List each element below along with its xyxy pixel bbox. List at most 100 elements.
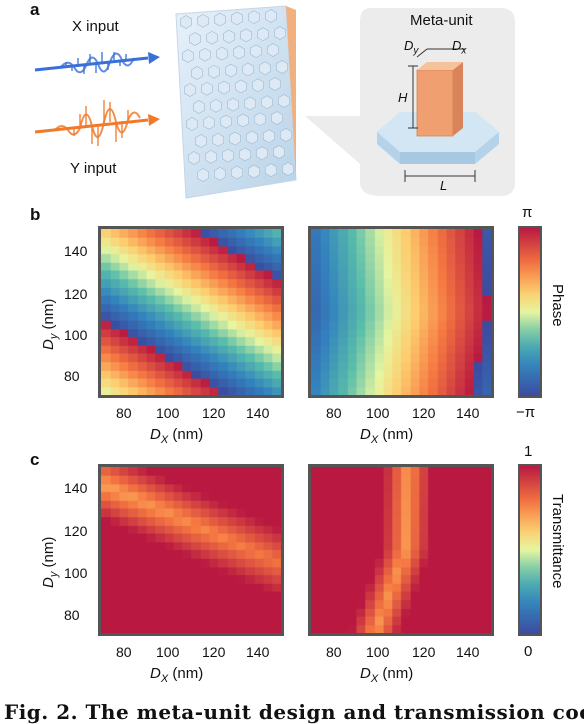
b1-xtick-140: 140 (246, 405, 270, 421)
meta-unit-cell (214, 166, 226, 181)
y-input-wave (34, 100, 160, 146)
meta-unit-cell (239, 147, 251, 162)
meta-unit-cell (220, 114, 232, 129)
b2-xlabel: DX (nm) (360, 426, 414, 446)
meta-unit-cell (282, 162, 294, 176)
meta-unit-cell (278, 94, 290, 108)
meta-unit-cell (227, 97, 239, 112)
meta-unit-cell (273, 145, 285, 159)
b2-xtick-80: 80 (326, 405, 342, 421)
meta-unit-callout (305, 8, 515, 196)
c1-xtick-120: 120 (202, 644, 226, 660)
meta-unit-cell (197, 168, 209, 182)
b-ytick-120: 120 (64, 286, 88, 302)
b2-xtick-120: 120 (412, 405, 436, 421)
c1-xlabel: DX (nm) (150, 665, 204, 685)
meta-unit-cell (265, 163, 277, 178)
meta-unit-cell (256, 146, 268, 161)
x-input-label: X input (72, 18, 119, 35)
phase-cbar-bottom: −π (516, 404, 536, 421)
transmittance-heatmap-y (308, 464, 494, 636)
meta-unit-cell (203, 115, 215, 130)
panel-c-letter: c (30, 450, 40, 469)
meta-unit-cell (205, 149, 217, 164)
dim-h-label: H (398, 90, 408, 105)
meta-unit-cell (199, 47, 211, 62)
meta-unit-cell (271, 111, 283, 125)
meta-unit-cell (246, 130, 258, 145)
c-ytick-100: 100 (64, 565, 88, 581)
x-input-wave (34, 52, 160, 74)
meta-unit-cell (231, 165, 243, 180)
y-input-label: Y input (70, 160, 117, 177)
b2-xtick-100: 100 (366, 405, 390, 421)
meta-unit-cell (180, 15, 192, 29)
c-ytick-80: 80 (64, 607, 80, 623)
b1-xtick-120: 120 (202, 405, 226, 421)
meta-unit-cell (216, 46, 228, 61)
panel-b-letter: b (30, 205, 41, 224)
figure-caption: Fig. 2. The meta-unit design and transmi… (4, 700, 584, 724)
b1-xlabel: DX (nm) (150, 426, 204, 446)
meta-unit-cell (197, 13, 209, 28)
dim-dx-label: Dx (452, 38, 467, 57)
meta-unit-array (180, 9, 294, 182)
meta-unit-cell (218, 80, 230, 95)
b-ytick-140: 140 (64, 243, 88, 259)
meta-unit-cell (265, 9, 277, 23)
phase-colorbar (518, 226, 542, 398)
meta-unit-cell (257, 27, 269, 42)
c-ylabel: Dy (nm) (40, 536, 60, 588)
meta-unit-cell (223, 29, 235, 44)
c2-xtick-80: 80 (326, 644, 342, 660)
meta-unit-cell (269, 77, 281, 91)
meta-unit-cell (267, 43, 279, 57)
meta-unit-cell (233, 45, 245, 60)
meta-unit-cell (195, 134, 207, 148)
meta-unit-cell (189, 32, 201, 46)
meta-unit-cell (248, 10, 260, 25)
phase-cbar-top: π (522, 204, 533, 221)
input-waves-illustration (34, 52, 160, 146)
meta-unit-title: Meta-unit (410, 12, 473, 29)
phase-heatmap-x (98, 226, 284, 398)
trans-cbar-top: 1 (524, 443, 533, 460)
b1-xtick-80: 80 (116, 405, 132, 421)
meta-unit-cell (182, 49, 194, 63)
meta-unit-cell (254, 112, 266, 127)
meta-unit-cell (188, 151, 200, 165)
meta-unit-cell (248, 164, 260, 179)
meta-unit-cell (206, 30, 218, 45)
meta-unit-cell (231, 11, 243, 26)
metasurface-illustration (175, 5, 297, 199)
c2-xtick-140: 140 (456, 644, 480, 660)
meta-unit-cell (276, 60, 288, 74)
meta-unit-cell (201, 81, 213, 96)
trans-cbar-bottom: 0 (524, 643, 533, 660)
meta-unit-cell (261, 95, 273, 110)
meta-unit-cell (244, 96, 256, 111)
dim-l-label: L (440, 178, 448, 193)
b1-xtick-100: 100 (156, 405, 180, 421)
meta-unit-cell (193, 100, 205, 114)
c2-xtick-100: 100 (366, 644, 390, 660)
c1-xtick-80: 80 (116, 644, 132, 660)
meta-unit-cell (259, 61, 271, 76)
meta-unit-cell (186, 117, 198, 131)
transmittance-heatmap-x (98, 464, 284, 636)
meta-unit-cell (229, 131, 241, 146)
meta-unit-cell (252, 78, 264, 93)
meta-unit-cell (214, 12, 226, 27)
c-ytick-140: 140 (64, 480, 88, 496)
phase-heatmap-y (308, 226, 494, 398)
phase-cbar-label: Phase (549, 284, 566, 327)
meta-unit-cell (225, 63, 237, 78)
meta-unit-cell (208, 64, 220, 79)
b-ytick-100: 100 (64, 327, 88, 343)
meta-unit-cell (242, 62, 254, 77)
meta-unit-cell (222, 148, 234, 163)
meta-unit-cell (210, 98, 222, 113)
meta-unit-cell (184, 83, 196, 97)
meta-unit-cell (280, 128, 292, 142)
b2-xtick-140: 140 (456, 405, 480, 421)
